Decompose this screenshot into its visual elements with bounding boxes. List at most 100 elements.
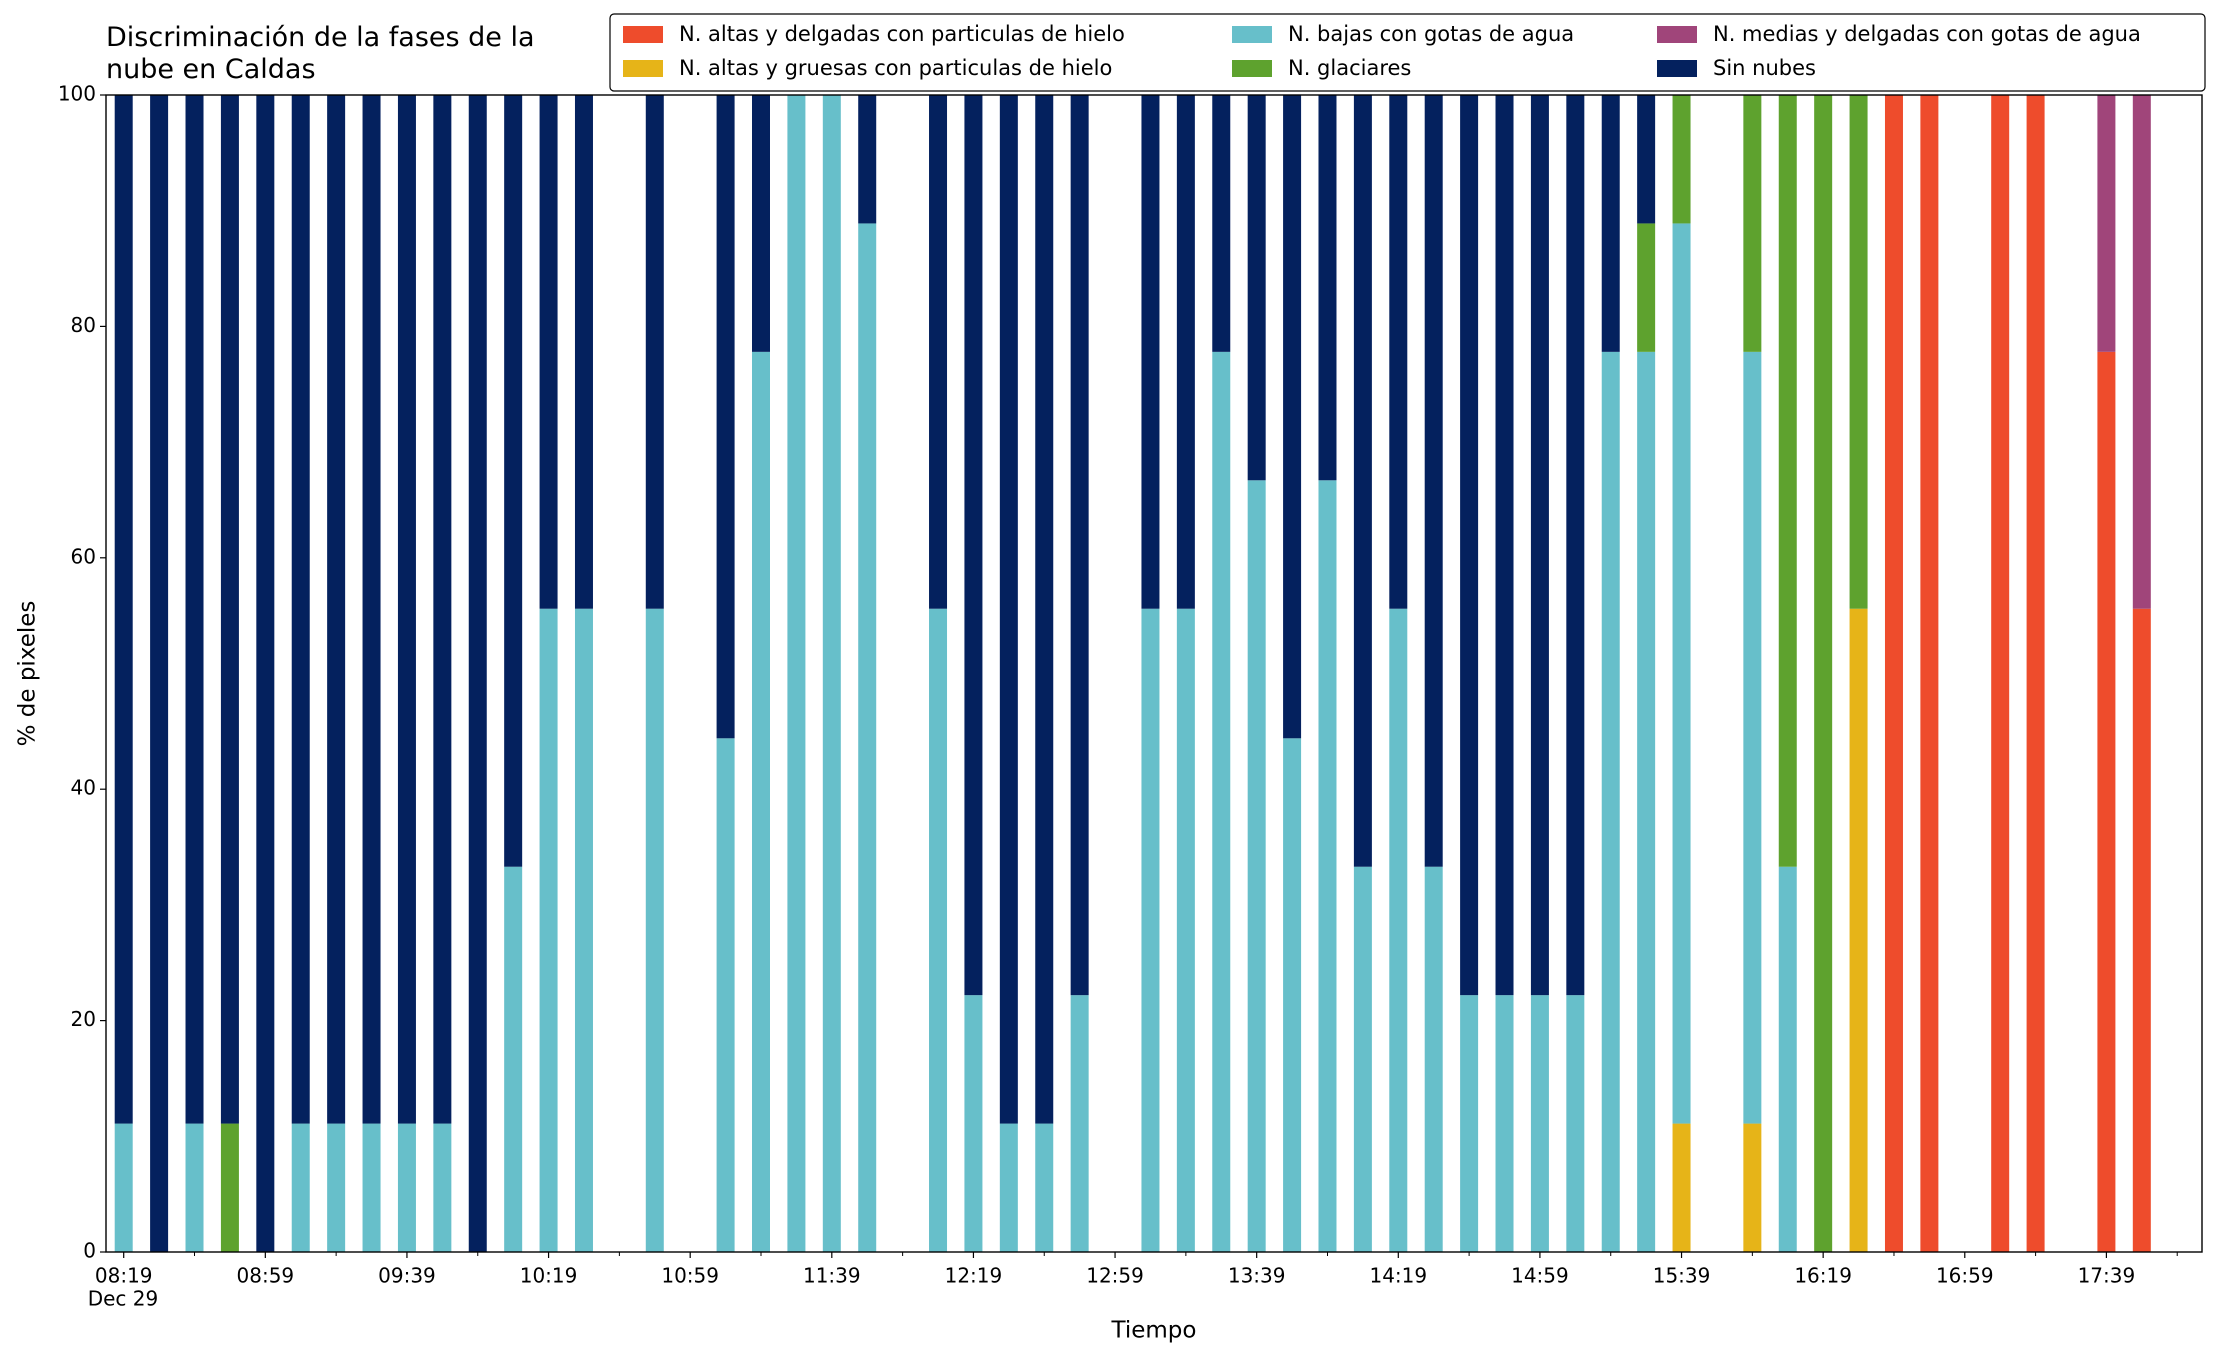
bar-segment — [1743, 95, 1762, 352]
bar-segment — [327, 95, 346, 1124]
bar-segment — [1778, 866, 1797, 1252]
legend-label: N. glaciares — [1288, 56, 1411, 80]
bar-segment — [433, 95, 452, 1124]
x-tick-label: 12:19 — [945, 1264, 1003, 1288]
bar-segment — [858, 223, 877, 1252]
x-tick-label: 12:59 — [1086, 1264, 1144, 1288]
bar-segment — [1920, 95, 1939, 1252]
x-tick-label: 14:59 — [1511, 1264, 1569, 1288]
bar-segment — [1743, 1123, 1762, 1252]
bar-segment — [1212, 351, 1231, 1252]
y-tick-label: 20 — [71, 1007, 96, 1031]
bar-segment — [1070, 95, 1089, 996]
y-tick-label: 0 — [83, 1239, 96, 1263]
bar-segment — [716, 738, 735, 1252]
plot-frame — [105, 94, 2203, 1253]
bar-segment — [1672, 95, 1691, 224]
bar-segment — [1070, 995, 1089, 1252]
x-tick-label: 08:19 — [95, 1264, 153, 1288]
bar-segment — [1530, 95, 1549, 996]
bar-segment — [1778, 95, 1797, 867]
x-tick-label: 11:39 — [803, 1264, 861, 1288]
legend-swatch — [1232, 26, 1272, 43]
bar-segment — [574, 95, 593, 609]
bar-segment — [929, 95, 948, 609]
bar-segment — [1424, 866, 1443, 1252]
bar-segment — [433, 1123, 452, 1252]
bar-segment — [1849, 95, 1868, 609]
x-tick-label: 17:39 — [2078, 1264, 2136, 1288]
bar-segment — [1176, 95, 1195, 609]
x-tick-label: 14:19 — [1369, 1264, 1427, 1288]
bar-segment — [1814, 95, 1833, 1252]
legend-swatch — [623, 60, 663, 77]
bar-segment — [1637, 95, 1656, 224]
bar-segment — [999, 95, 1018, 1124]
bar-segment — [1672, 223, 1691, 1124]
bar-segment — [1495, 95, 1514, 996]
bar-segment — [999, 1123, 1018, 1252]
bar-segment — [397, 1123, 416, 1252]
bar-segment — [1991, 95, 2010, 1252]
bar-segment — [1424, 95, 1443, 867]
bar-segment — [752, 351, 770, 1252]
bar-segment — [1637, 351, 1656, 1252]
bar-segment — [1389, 608, 1408, 1252]
bar-segment — [1283, 95, 1302, 739]
bar-segment — [1566, 95, 1585, 996]
bar-segment — [1283, 738, 1302, 1252]
bar-segment — [1247, 480, 1266, 1252]
bar-segment — [929, 608, 948, 1252]
y-tick-label: 80 — [71, 313, 96, 337]
bar-segment — [539, 608, 558, 1252]
bar-segment — [1318, 480, 1337, 1252]
y-tick-label: 100 — [58, 82, 96, 106]
chart-title: Discriminación de la fases de la nube en… — [106, 22, 535, 85]
bar-segment — [2132, 608, 2151, 1252]
bar-segment — [1353, 866, 1372, 1252]
bar-segment — [1035, 95, 1054, 1124]
legend-swatch — [1657, 60, 1697, 77]
bar-segment — [327, 1123, 346, 1252]
bar-segment — [1389, 95, 1408, 609]
x-tick-label: 15:39 — [1653, 1264, 1711, 1288]
bar-segment — [1460, 95, 1479, 996]
legend-label: Sin nubes — [1713, 56, 1816, 80]
legend-label: N. bajas con gotas de agua — [1288, 22, 1574, 46]
bar-segment — [1601, 351, 1620, 1252]
bar-segment — [1460, 995, 1479, 1252]
bar-segment — [1530, 995, 1549, 1252]
legend-swatch — [623, 26, 663, 43]
bar-segment — [787, 95, 806, 1252]
bar-segment — [185, 95, 204, 1124]
bar-segment — [2097, 95, 2116, 352]
bar-segment — [645, 95, 664, 609]
x-date-label: Dec 29 — [88, 1287, 159, 1311]
bar-segment — [150, 95, 169, 1252]
bar-segment — [716, 95, 735, 739]
bar-segment — [1495, 995, 1514, 1252]
bar-segment — [220, 95, 239, 1124]
x-tick-label: 09:39 — [378, 1264, 436, 1288]
legend-swatch — [1657, 26, 1697, 43]
bar-segment — [397, 95, 416, 1124]
bar-segment — [858, 95, 877, 224]
y-tick-label: 40 — [71, 776, 96, 800]
bar-segment — [1884, 95, 1903, 1252]
bar-segment — [574, 608, 593, 1252]
legend-label: N. medias y delgadas con gotas de agua — [1713, 22, 2141, 46]
bar-segment — [1743, 351, 1762, 1124]
bar-segment — [220, 1123, 239, 1252]
x-tick-label: 16:19 — [1794, 1264, 1852, 1288]
bar-segment — [1212, 95, 1231, 352]
bar-segment — [1672, 1123, 1691, 1252]
bar-segment — [1176, 608, 1195, 1252]
bar-segment — [964, 95, 983, 996]
bar-segment — [2132, 95, 2151, 609]
legend: N. altas y delgadas con particulas de hi… — [609, 13, 2206, 92]
bar-segment — [2026, 95, 2045, 1252]
bar-segment — [1566, 995, 1585, 1252]
bar-segment — [1141, 608, 1160, 1252]
